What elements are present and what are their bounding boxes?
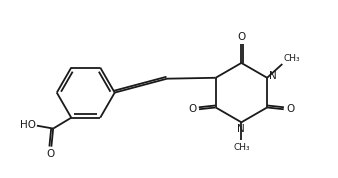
Text: O: O (188, 104, 196, 114)
Text: N: N (237, 124, 244, 134)
Text: CH₃: CH₃ (284, 54, 300, 63)
Text: O: O (237, 32, 245, 42)
Text: HO: HO (20, 120, 36, 130)
Text: CH₃: CH₃ (233, 143, 250, 152)
Text: N: N (269, 71, 277, 81)
Text: O: O (47, 149, 55, 159)
Text: O: O (286, 104, 294, 114)
